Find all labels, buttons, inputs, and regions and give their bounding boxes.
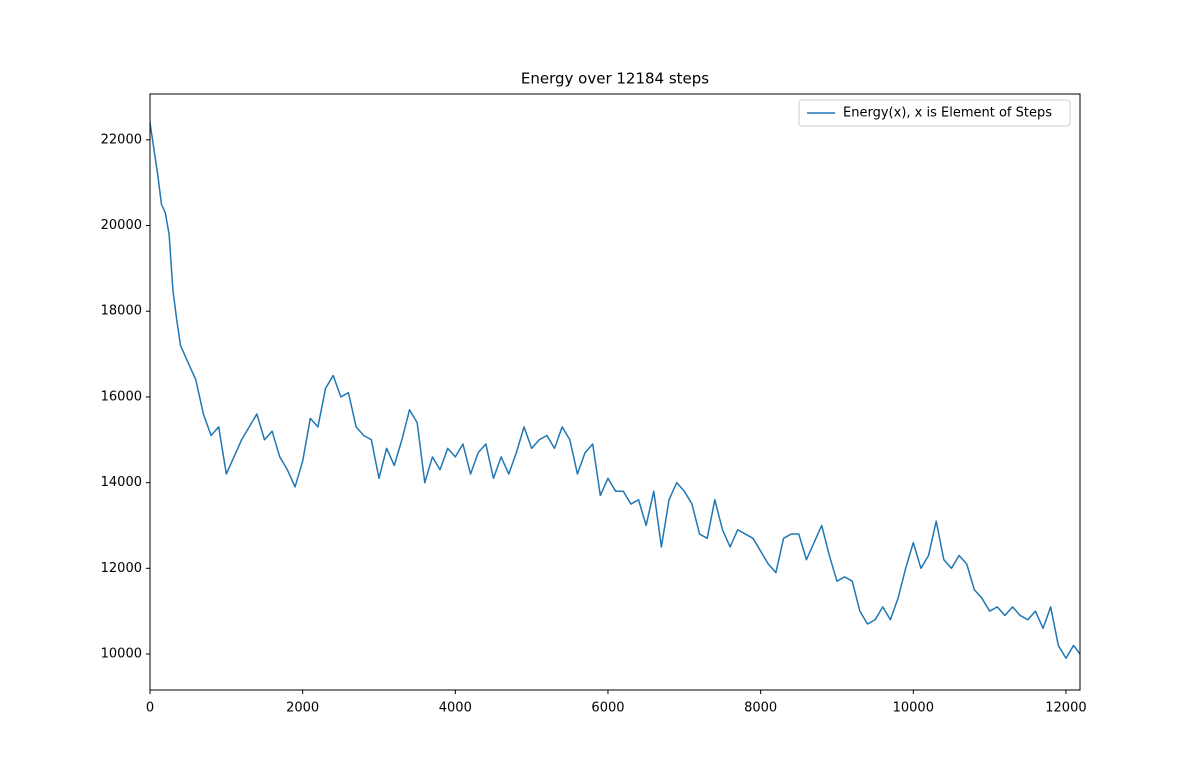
y-tick-label: 18000 [101,304,142,319]
y-tick-label: 20000 [101,218,142,233]
y-tick-label: 10000 [101,647,142,662]
chart-title: Energy over 12184 steps [521,70,709,88]
plot-frame [149,93,1081,691]
x-tick-label: 0 [146,701,154,716]
x-tick-label: 6000 [591,701,624,716]
x-tick-label: 8000 [744,701,777,716]
y-tick-label: 16000 [101,389,142,404]
x-tick-label: 10000 [893,701,934,716]
legend-box [798,99,1071,127]
y-tick-label: 12000 [101,561,142,576]
legend-label: Energy(x), x is Element of Steps [843,106,1052,121]
x-tick-label: 2000 [286,701,319,716]
x-tick-label: 12000 [1045,701,1086,716]
line-series [149,122,1081,660]
x-tick-label: 4000 [439,701,472,716]
y-tick-label: 14000 [101,475,142,490]
y-tick-label: 22000 [101,132,142,147]
